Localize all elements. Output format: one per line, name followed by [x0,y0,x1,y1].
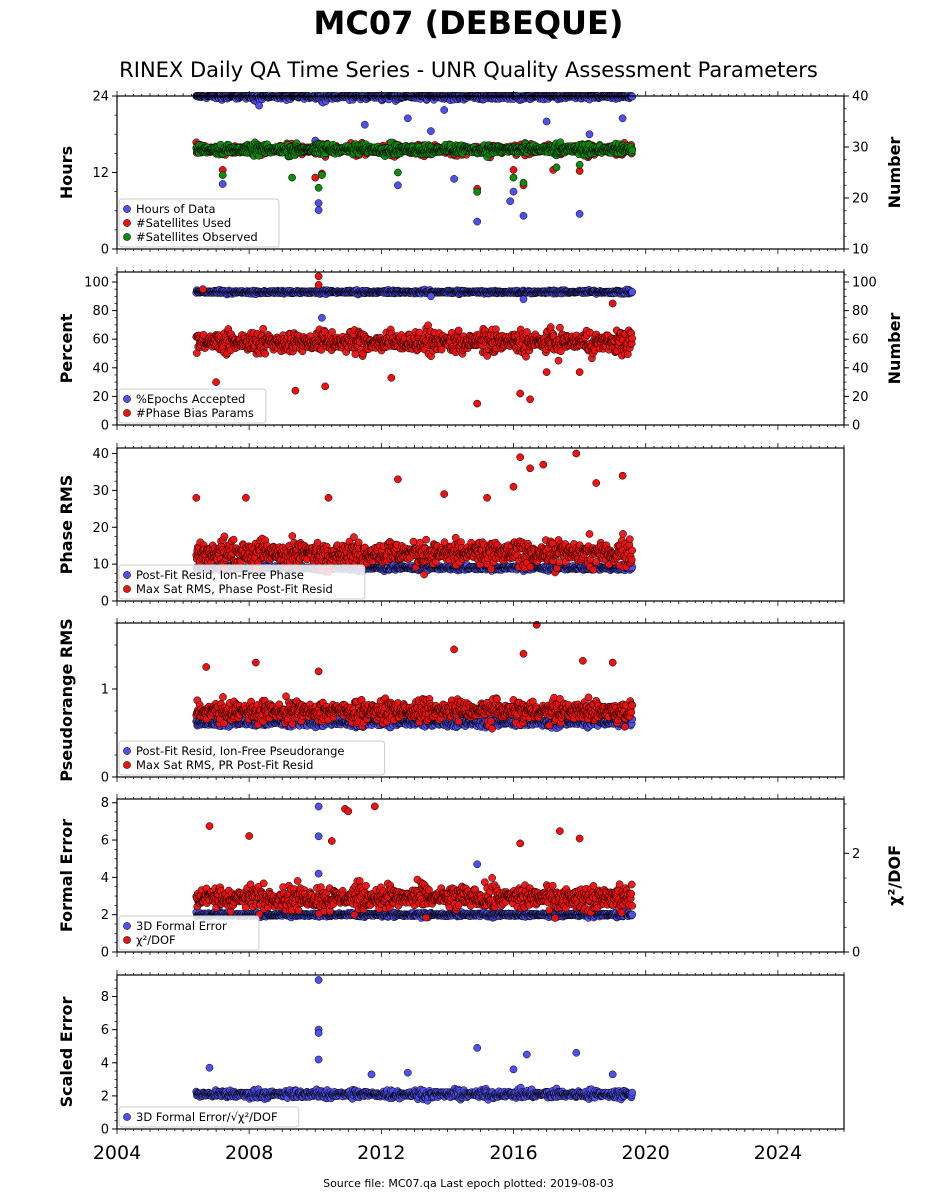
data-point [318,313,326,322]
data-point [519,295,528,304]
y-axis-label: Hours [57,146,76,199]
data-point [261,349,270,358]
y-tick-label: 40 [92,361,109,376]
series--satellites-observed [192,138,637,196]
data-point [542,368,551,376]
chart-title: MC07 (DEBEQUE) [313,4,624,42]
series--epochs-accepted [192,285,637,322]
y-tick-label: 60 [92,333,109,348]
y-tick-label: 0 [101,419,109,434]
data-point [360,120,369,129]
data-point [259,324,268,333]
data-point [288,173,296,182]
data-point [575,160,584,169]
data-point [311,173,320,182]
data-point [473,217,482,226]
data-point [552,163,561,172]
data-point [291,386,300,395]
data-point [522,352,530,361]
data-point [394,168,402,177]
y-tick-label: 24 [92,90,109,105]
data-point [199,285,207,294]
legend-label: #Satellites Observed [136,230,258,244]
data-point [318,171,326,179]
data-point [519,178,528,187]
data-point [575,368,584,376]
data-point [427,127,435,135]
series--phase-bias-params [192,272,637,408]
y-tick-label: 100 [84,276,109,291]
data-points [192,92,637,226]
data-point [628,146,637,154]
data-point [509,187,518,196]
data-point [314,281,323,289]
y-tick-label: 20 [92,390,109,405]
data-point [255,101,263,110]
y-right-tick-label: 40 [852,90,869,105]
data-point [218,171,227,179]
data-point [628,334,637,343]
data-point [575,210,584,218]
data-point [509,166,518,174]
data-point [328,328,336,336]
data-point [473,399,482,408]
y-right-tick-label: 20 [852,192,869,207]
y-tick-label: 0 [101,243,109,258]
data-point [509,173,518,182]
data-point [516,389,525,398]
data-point [454,326,463,335]
data-point [218,180,227,188]
y-tick-label: 12 [92,166,109,181]
data-point [314,206,323,214]
data-point [427,292,435,301]
legend-box [118,198,280,248]
legend-label: #Satellites Used [136,216,231,230]
data-point [403,114,412,123]
data-point [608,299,617,308]
data-point [440,106,449,114]
data-point [585,130,594,139]
data-points [192,272,637,408]
data-point [506,197,515,206]
data-point [394,181,402,190]
data-point [526,395,534,404]
legend-label: Hours of Data [136,202,216,216]
data-point [542,117,551,126]
data-point [387,373,396,382]
y-tick-label: 80 [92,304,109,319]
legend-marker [123,219,131,227]
data-point [351,350,360,359]
data-point [314,199,323,207]
data-point [314,183,323,192]
data-point [556,323,564,332]
legend-marker [123,233,131,241]
y-axis-label-right: Number [885,137,904,209]
data-point [450,175,458,183]
data-point [546,323,555,331]
data-point [321,382,330,391]
data-point [519,211,528,220]
data-point [628,288,637,296]
series-hours-of-data [192,92,637,226]
chart-subtitle: RINEX Daily QA Time Series - UNR Quality… [119,58,818,82]
legend: Hours of Data#Satellites Used#Satellites… [118,198,280,248]
data-point [618,114,627,123]
y-right-tick-label: 10 [852,243,869,258]
data-point [314,272,323,281]
y-right-tick-label: 30 [852,141,869,156]
data-point [473,188,482,196]
data-point [212,378,220,386]
legend-marker [123,205,131,213]
data-point [554,356,563,365]
